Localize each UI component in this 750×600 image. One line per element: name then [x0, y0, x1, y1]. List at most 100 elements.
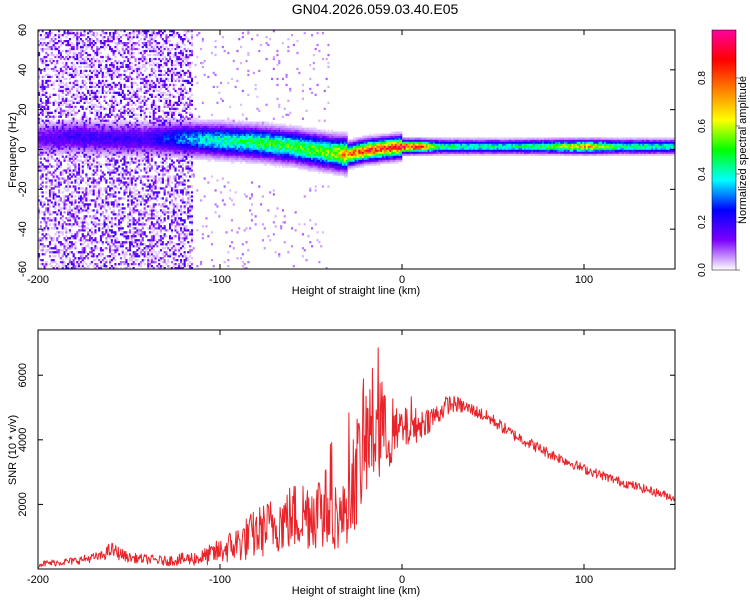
- heatmap-cell: [105, 265, 108, 268]
- heatmap-cell: [167, 97, 170, 100]
- heatmap-cell: [47, 79, 50, 83]
- heatmap-cell: [132, 197, 135, 200]
- heatmap-cell: [139, 57, 143, 61]
- heatmap-cell: [141, 105, 144, 108]
- heatmap-cell: [156, 149, 159, 152]
- heatmap-cell: [134, 245, 137, 248]
- heatmap-cell: [156, 143, 159, 146]
- heatmap-cell: [76, 155, 79, 158]
- heatmap-cell: [94, 53, 97, 57]
- heatmap-cell: [119, 177, 123, 180]
- heatmap-cell: [130, 125, 133, 128]
- heatmap-cell: [90, 243, 93, 246]
- heatmap-cell: [89, 42, 92, 45]
- heatmap-cell: [99, 249, 103, 252]
- heatmap-cell: [147, 141, 150, 144]
- heatmap-cell: [147, 135, 150, 138]
- heatmap-cell: [149, 131, 152, 134]
- heatmap-cell: [74, 165, 77, 168]
- heatmap-cell: [109, 143, 112, 146]
- heatmap-cell: [136, 249, 139, 252]
- heatmap-cell: [96, 137, 99, 140]
- heatmap-cell: [114, 149, 117, 152]
- heatmap-cell: [38, 51, 41, 55]
- heatmap-cell: [74, 155, 77, 158]
- heatmap-cell: [61, 265, 64, 268]
- heatmap-cell: [83, 69, 86, 73]
- heatmap-cell: [125, 239, 128, 242]
- heatmap-cell: [81, 117, 84, 120]
- heatmap-cell: [58, 157, 61, 160]
- heatmap-cell: [139, 67, 143, 71]
- heatmap-cell: [67, 159, 70, 162]
- heatmap-cell: [76, 133, 79, 136]
- heatmap-cell: [174, 133, 177, 136]
- heatmap-cell: [130, 129, 133, 132]
- heatmap-cell: [141, 249, 144, 252]
- heatmap-cell: [76, 205, 79, 208]
- heatmap-cell: [43, 227, 46, 230]
- heatmap-cell: [78, 40, 81, 43]
- heatmap-cell: [87, 129, 90, 132]
- heatmap-cell: [118, 34, 121, 37]
- heatmap-cell: [165, 63, 168, 67]
- heatmap-cell: [178, 153, 181, 156]
- heatmap-cell: [112, 147, 115, 150]
- heatmap-cell: [38, 207, 41, 210]
- heatmap-cell: [176, 267, 179, 269]
- heatmap-cell: [81, 143, 84, 146]
- heatmap-cell: [129, 267, 132, 269]
- heatmap-cell: [143, 141, 146, 144]
- heatmap-cell: [116, 36, 119, 39]
- heatmap-cell: [103, 263, 106, 266]
- heatmap-cell: [147, 133, 150, 136]
- heatmap-cell: [170, 219, 174, 222]
- heatmap-cell: [105, 165, 108, 168]
- heatmap-cell: [129, 97, 132, 100]
- heatmap-cell: [129, 145, 132, 148]
- heatmap-cell: [109, 111, 112, 114]
- heatmap-cell: [154, 73, 157, 77]
- heatmap-cell: [149, 75, 152, 79]
- heatmap-cell: [109, 40, 112, 43]
- heatmap-cell: [48, 47, 52, 51]
- heatmap-cell: [61, 261, 64, 264]
- heatmap-cell: [149, 123, 152, 126]
- heatmap-cell: [167, 59, 170, 63]
- heatmap-cell: [43, 265, 46, 268]
- heatmap-cell: [143, 57, 146, 61]
- heatmap-cell: [110, 153, 113, 156]
- heatmap-cell: [76, 173, 79, 176]
- heatmap-cell: [132, 221, 135, 224]
- heatmap-cell: [129, 151, 132, 154]
- heatmap-cell: [78, 263, 81, 266]
- heatmap-cell: [96, 217, 99, 220]
- heatmap-cell: [79, 181, 83, 184]
- heatmap-cell: [167, 267, 170, 269]
- heatmap-cell: [92, 187, 95, 190]
- heatmap-cell: [167, 179, 170, 182]
- heatmap-cell: [138, 265, 141, 268]
- heatmap-cell: [89, 75, 92, 79]
- heatmap-cell: [99, 137, 103, 140]
- heatmap-cell: [161, 155, 164, 158]
- heatmap-cell: [99, 207, 103, 210]
- heatmap-cell: [52, 197, 55, 200]
- heatmap-cell: [83, 131, 86, 134]
- heatmap-cell: [110, 73, 113, 77]
- heatmap-cell: [116, 249, 119, 252]
- heatmap-cell: [87, 77, 90, 81]
- heatmap-cell: [109, 245, 112, 248]
- heatmap-cell: [79, 267, 83, 269]
- heatmap-cell: [98, 187, 101, 190]
- heatmap-cell: [163, 123, 166, 126]
- heatmap-cell: [109, 201, 112, 204]
- heatmap-cell: [103, 67, 106, 71]
- heatmap-cell: [176, 91, 179, 94]
- heatmap-cell: [47, 97, 50, 100]
- heatmap-cell: [123, 163, 126, 166]
- heatmap-cell: [143, 69, 146, 73]
- heatmap-cell: [52, 157, 55, 160]
- heatmap-cell: [83, 217, 86, 220]
- heatmap-cell: [39, 109, 42, 112]
